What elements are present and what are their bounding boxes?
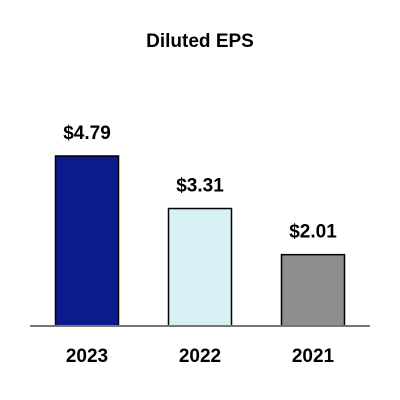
bar — [167, 207, 233, 327]
bar — [280, 253, 346, 327]
value-label: $3.31 — [176, 176, 224, 197]
value-label: $4.79 — [63, 123, 111, 144]
x-tick-label: 2023 — [66, 346, 108, 367]
value-label: $2.01 — [289, 222, 337, 243]
chart-title: Diluted EPS — [146, 31, 254, 52]
x-tick-label: 2022 — [179, 346, 221, 367]
x-tick-label: 2021 — [292, 346, 335, 367]
bar — [54, 155, 120, 327]
